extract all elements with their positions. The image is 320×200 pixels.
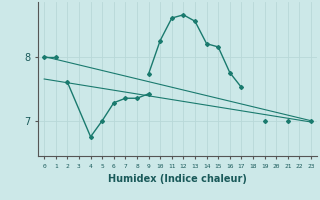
X-axis label: Humidex (Indice chaleur): Humidex (Indice chaleur) xyxy=(108,174,247,184)
